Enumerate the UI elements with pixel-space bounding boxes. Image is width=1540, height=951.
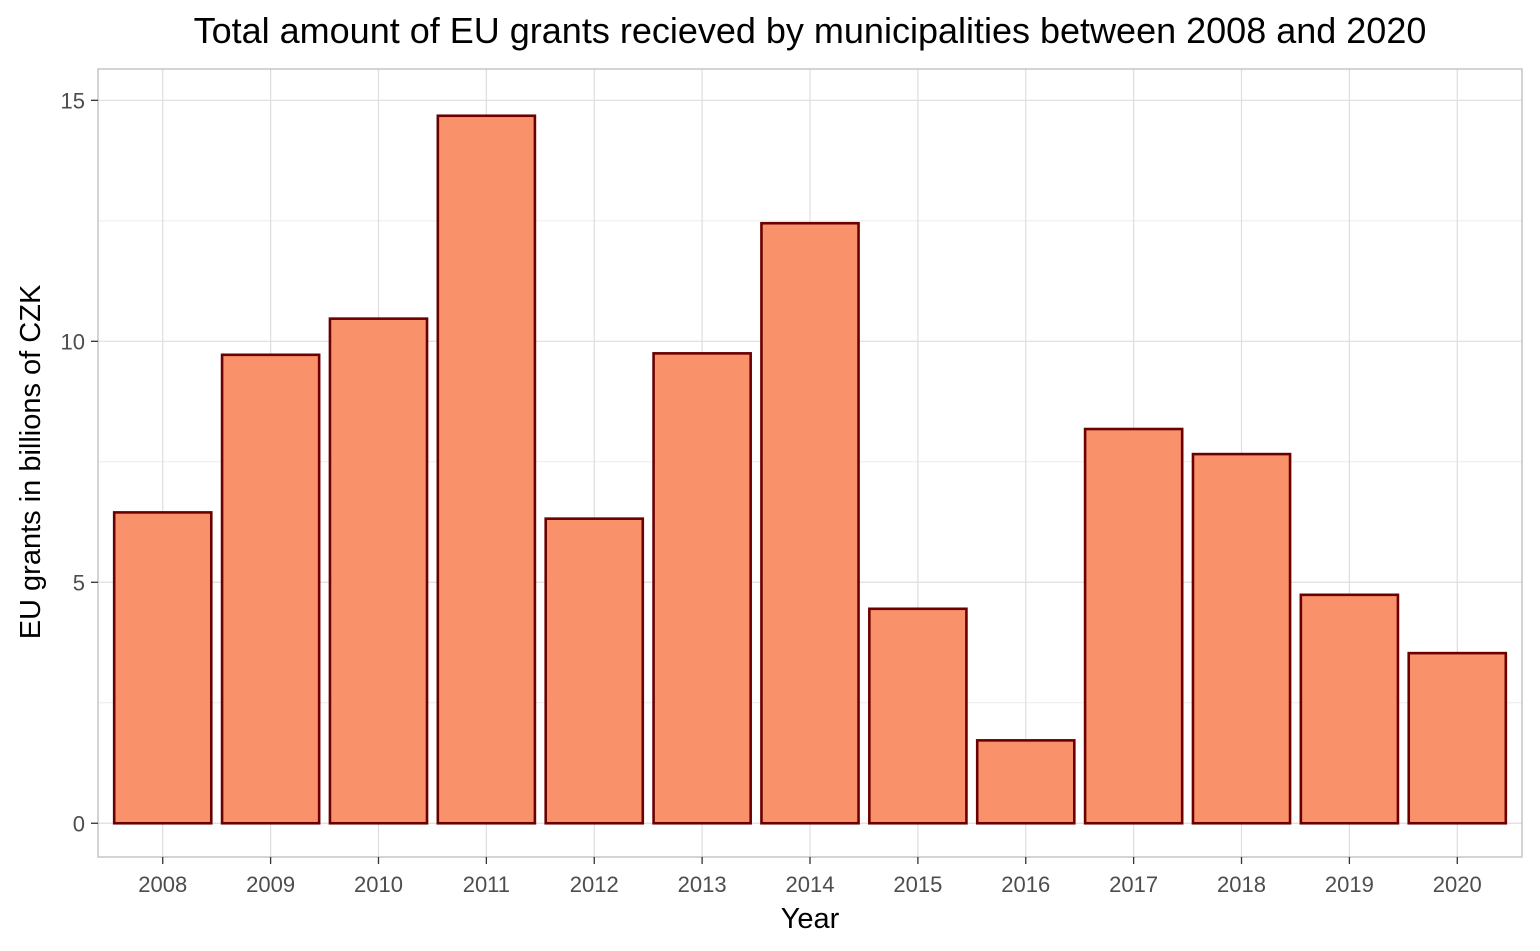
x-axis: 2008 2009 2010 2011 2012 2013 2014 2015 2016 2017…	[138, 857, 1482, 897]
bar-2009	[220, 353, 321, 825]
bar-2013	[652, 352, 752, 825]
bar-2010	[328, 317, 429, 825]
y-axis-title: EU grants in billions of CZK	[15, 284, 47, 639]
y-tick-label: 15	[61, 88, 85, 113]
bar-2014	[760, 221, 860, 825]
x-tick-label-2019: 2019	[1325, 872, 1374, 897]
x-tick-label-2016: 2016	[1001, 872, 1050, 897]
x-tick-label-2009: 2009	[246, 872, 295, 897]
x-tick-label-2010: 2010	[354, 872, 403, 897]
x-tick-label-2017: 2017	[1109, 872, 1158, 897]
bar-2017	[1083, 427, 1184, 825]
x-axis-title: Year	[781, 903, 840, 935]
y-tick-label: 10	[61, 329, 85, 354]
x-tick-label-2011: 2011	[463, 872, 510, 897]
y-tick-label: 5	[73, 570, 85, 595]
x-tick-label-2020: 2020	[1433, 872, 1482, 897]
x-tick-label-2008: 2008	[138, 872, 187, 897]
x-tick-label-2018: 2018	[1217, 872, 1266, 897]
bar-2018	[1191, 452, 1292, 825]
y-tick-label: 0	[73, 811, 85, 836]
bar-2012	[544, 517, 645, 825]
bar-2016	[975, 739, 1076, 825]
x-tick-label-2013: 2013	[678, 872, 727, 897]
bar-2008	[112, 511, 213, 825]
x-tick-label-2012: 2012	[570, 872, 619, 897]
x-tick-label-2014: 2014	[786, 872, 835, 897]
bar-2019	[1299, 593, 1400, 825]
bars	[112, 114, 1508, 825]
chart-title: Total amount of EU grants recieved by mu…	[194, 10, 1427, 51]
bar-2011	[436, 114, 537, 825]
bar-2020	[1407, 651, 1508, 825]
bar-2015	[868, 607, 968, 825]
y-axis: 0 5 10 15	[61, 88, 98, 836]
x-tick-label-2015: 2015	[893, 872, 942, 897]
